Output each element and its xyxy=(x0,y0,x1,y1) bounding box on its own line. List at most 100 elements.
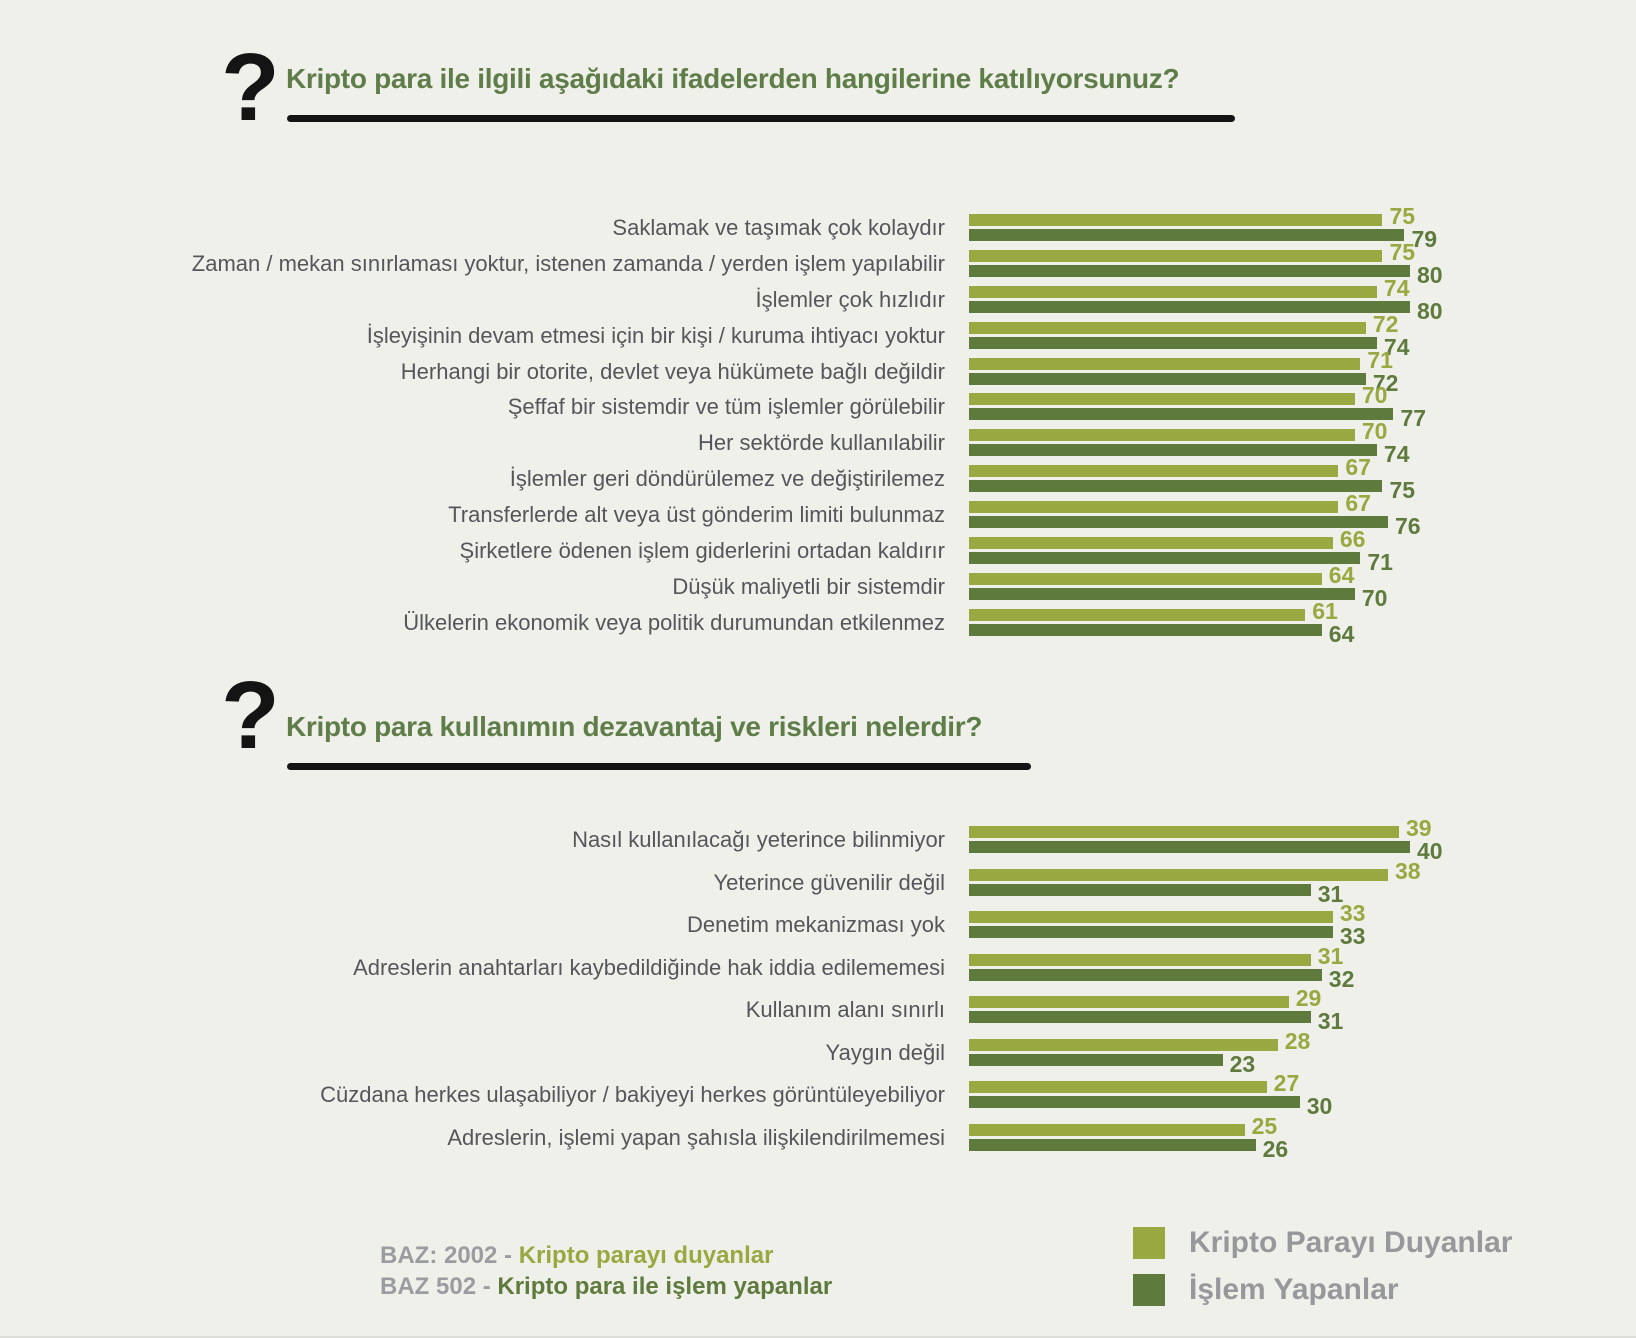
bar-line: 30 xyxy=(969,1095,1636,1118)
bar-line: 33 xyxy=(969,902,1636,925)
chart-row: Adreslerin anahtarları kaybedildiğinde h… xyxy=(0,944,1636,990)
chart-row: İşlemler geri döndürülemez ve değiştiril… xyxy=(0,456,1636,502)
category-label: Kullanım alanı sınırlı xyxy=(745,997,945,1023)
baz-line-yapanlar: BAZ 502 - Kripto para ile işlem yapanlar xyxy=(380,1271,832,1302)
chart-row: Şirketlere ödenen işlem giderlerini orta… xyxy=(0,526,1636,574)
bar-line: 28 xyxy=(969,1029,1636,1052)
category-label: Saklamak ve taşımak çok kolaydır xyxy=(612,214,945,240)
value-label: 33 xyxy=(1339,900,1366,926)
bar-line: 67 xyxy=(969,492,1636,515)
bar-line: 76 xyxy=(969,515,1636,538)
question-mark-icon: ? xyxy=(221,662,280,769)
bar-duyanlar xyxy=(969,868,1388,881)
chart-row: Yaygın değil 28 23 xyxy=(0,1029,1636,1077)
chart-row: Herhangi bir otorite, devlet veya hüküme… xyxy=(0,348,1636,394)
bar-line: 25 xyxy=(969,1114,1636,1137)
category-label: Ülkelerin ekonomik veya politik durumund… xyxy=(403,609,945,635)
value-label: 40 xyxy=(1417,838,1443,864)
bar-pair: 64 70 xyxy=(969,563,1636,609)
value-label: 70 xyxy=(1361,584,1388,611)
category-label: Her sektörde kullanılabilir xyxy=(698,430,945,456)
page-bottom-edge xyxy=(0,1336,1636,1338)
category-label: Yeterince güvenilir değil xyxy=(713,869,945,895)
value-label: 79 xyxy=(1411,226,1438,252)
category-label: Adreslerin, işlemi yapan şahısla ilişkil… xyxy=(447,1124,945,1150)
bar-yapanlar xyxy=(969,883,1311,896)
chart-row: Her sektörde kullanılabilir 70 74 xyxy=(0,420,1636,466)
value-label: 38 xyxy=(1394,857,1421,884)
chart-row: Adreslerin, işlemi yapan şahısla ilişkil… xyxy=(0,1114,1636,1160)
value-label: 74 xyxy=(1383,274,1410,301)
chart-row: Saklamak ve taşımak çok kolaydır 75 79 xyxy=(0,203,1636,251)
bar-duyanlar xyxy=(969,608,1306,621)
value-label: 31 xyxy=(1317,1008,1344,1034)
bar-pair: 67 76 xyxy=(969,492,1636,538)
baz-line-duyanlar: BAZ: 2002 - Kripto parayı duyanlar xyxy=(380,1240,832,1271)
bar-line: 31 xyxy=(969,1010,1636,1033)
bar-yapanlar xyxy=(969,264,1410,277)
bar-pair: 75 80 xyxy=(969,240,1636,286)
value-label: 71 xyxy=(1367,346,1393,373)
bar-line: 71 xyxy=(969,348,1636,371)
bar-yapanlar xyxy=(969,552,1361,565)
bar-yapanlar xyxy=(969,968,1322,981)
bar-line: 29 xyxy=(969,987,1636,1010)
chart-row: İşlemler çok hızlıdır 74 80 xyxy=(0,276,1636,322)
bar-line: 67 xyxy=(969,456,1636,479)
bar-line: 79 xyxy=(969,228,1636,251)
bar-line: 80 xyxy=(969,299,1636,322)
bar-pair: 74 80 xyxy=(969,276,1636,322)
bar-line: 74 xyxy=(969,335,1636,358)
bar-duyanlar xyxy=(969,214,1383,226)
bar-line: 70 xyxy=(969,586,1636,609)
bar-yapanlar xyxy=(969,841,1410,853)
bar-line: 74 xyxy=(969,276,1636,299)
bar-line: 70 xyxy=(969,384,1636,407)
chart-row: Zaman / mekan sınırlaması yoktur, istene… xyxy=(0,240,1636,286)
value-label: 23 xyxy=(1229,1050,1256,1077)
bar-yapanlar xyxy=(969,1011,1311,1023)
value-label: 29 xyxy=(1295,985,1322,1011)
bar-duyanlar xyxy=(969,249,1383,262)
bar-yapanlar xyxy=(969,1053,1223,1066)
bar-pair: 33 33 xyxy=(969,902,1636,948)
bar-yapanlar xyxy=(969,587,1355,600)
chart-row: Düşük maliyetli bir sistemdir 64 70 xyxy=(0,563,1636,609)
bar-yapanlar xyxy=(969,336,1377,349)
category-label: Yaygın değil xyxy=(825,1039,945,1065)
bar-pair: 72 74 xyxy=(969,312,1636,358)
bar-duyanlar xyxy=(969,285,1377,298)
chart-row: Şeffaf bir sistemdir ve tüm işlemler gör… xyxy=(0,384,1636,430)
value-label: 31 xyxy=(1317,942,1344,969)
category-label: Herhangi bir otorite, devlet veya hüküme… xyxy=(400,358,945,384)
value-label: 30 xyxy=(1306,1093,1333,1119)
value-label: 70 xyxy=(1361,382,1388,409)
chart-row: Cüzdana herkes ulaşabiliyor / bakiyeyi h… xyxy=(0,1072,1636,1118)
bar-duyanlar xyxy=(969,393,1355,406)
baz-group-yapanlar: Kripto para ile işlem yapanlar xyxy=(497,1273,833,1300)
bar-duyanlar xyxy=(969,953,1311,966)
bar-line: 31 xyxy=(969,944,1636,967)
bar-pair: 66 71 xyxy=(969,526,1636,574)
value-label: 66 xyxy=(1339,526,1366,553)
question-2-title: Kripto para kullanımın dezavantaj ve ris… xyxy=(286,711,983,742)
bar-pair: 31 32 xyxy=(969,944,1636,990)
baz-note: BAZ: 2002 - Kripto parayı duyanlar BAZ 5… xyxy=(380,1240,832,1302)
value-label: 75 xyxy=(1389,203,1416,229)
bar-line: 77 xyxy=(969,407,1636,430)
value-label: 27 xyxy=(1273,1070,1300,1096)
bar-line: 74 xyxy=(969,443,1636,466)
bar-pair: 67 75 xyxy=(969,456,1636,502)
bar-line: 61 xyxy=(969,599,1636,622)
bar-duyanlar xyxy=(969,572,1322,585)
bar-line: 26 xyxy=(969,1137,1636,1160)
bar-line: 33 xyxy=(969,925,1636,948)
bar-line: 27 xyxy=(969,1072,1636,1095)
bar-line: 75 xyxy=(969,240,1636,263)
bar-pair: 71 72 xyxy=(969,348,1636,394)
category-label: İşlemler geri döndürülemez ve değiştiril… xyxy=(509,466,945,492)
bar-pair: 70 77 xyxy=(969,384,1636,430)
value-label: 67 xyxy=(1345,454,1371,481)
bar-yapanlar xyxy=(969,926,1333,938)
category-label: İşleyişinin devam etmesi için bir kişi /… xyxy=(366,322,945,348)
